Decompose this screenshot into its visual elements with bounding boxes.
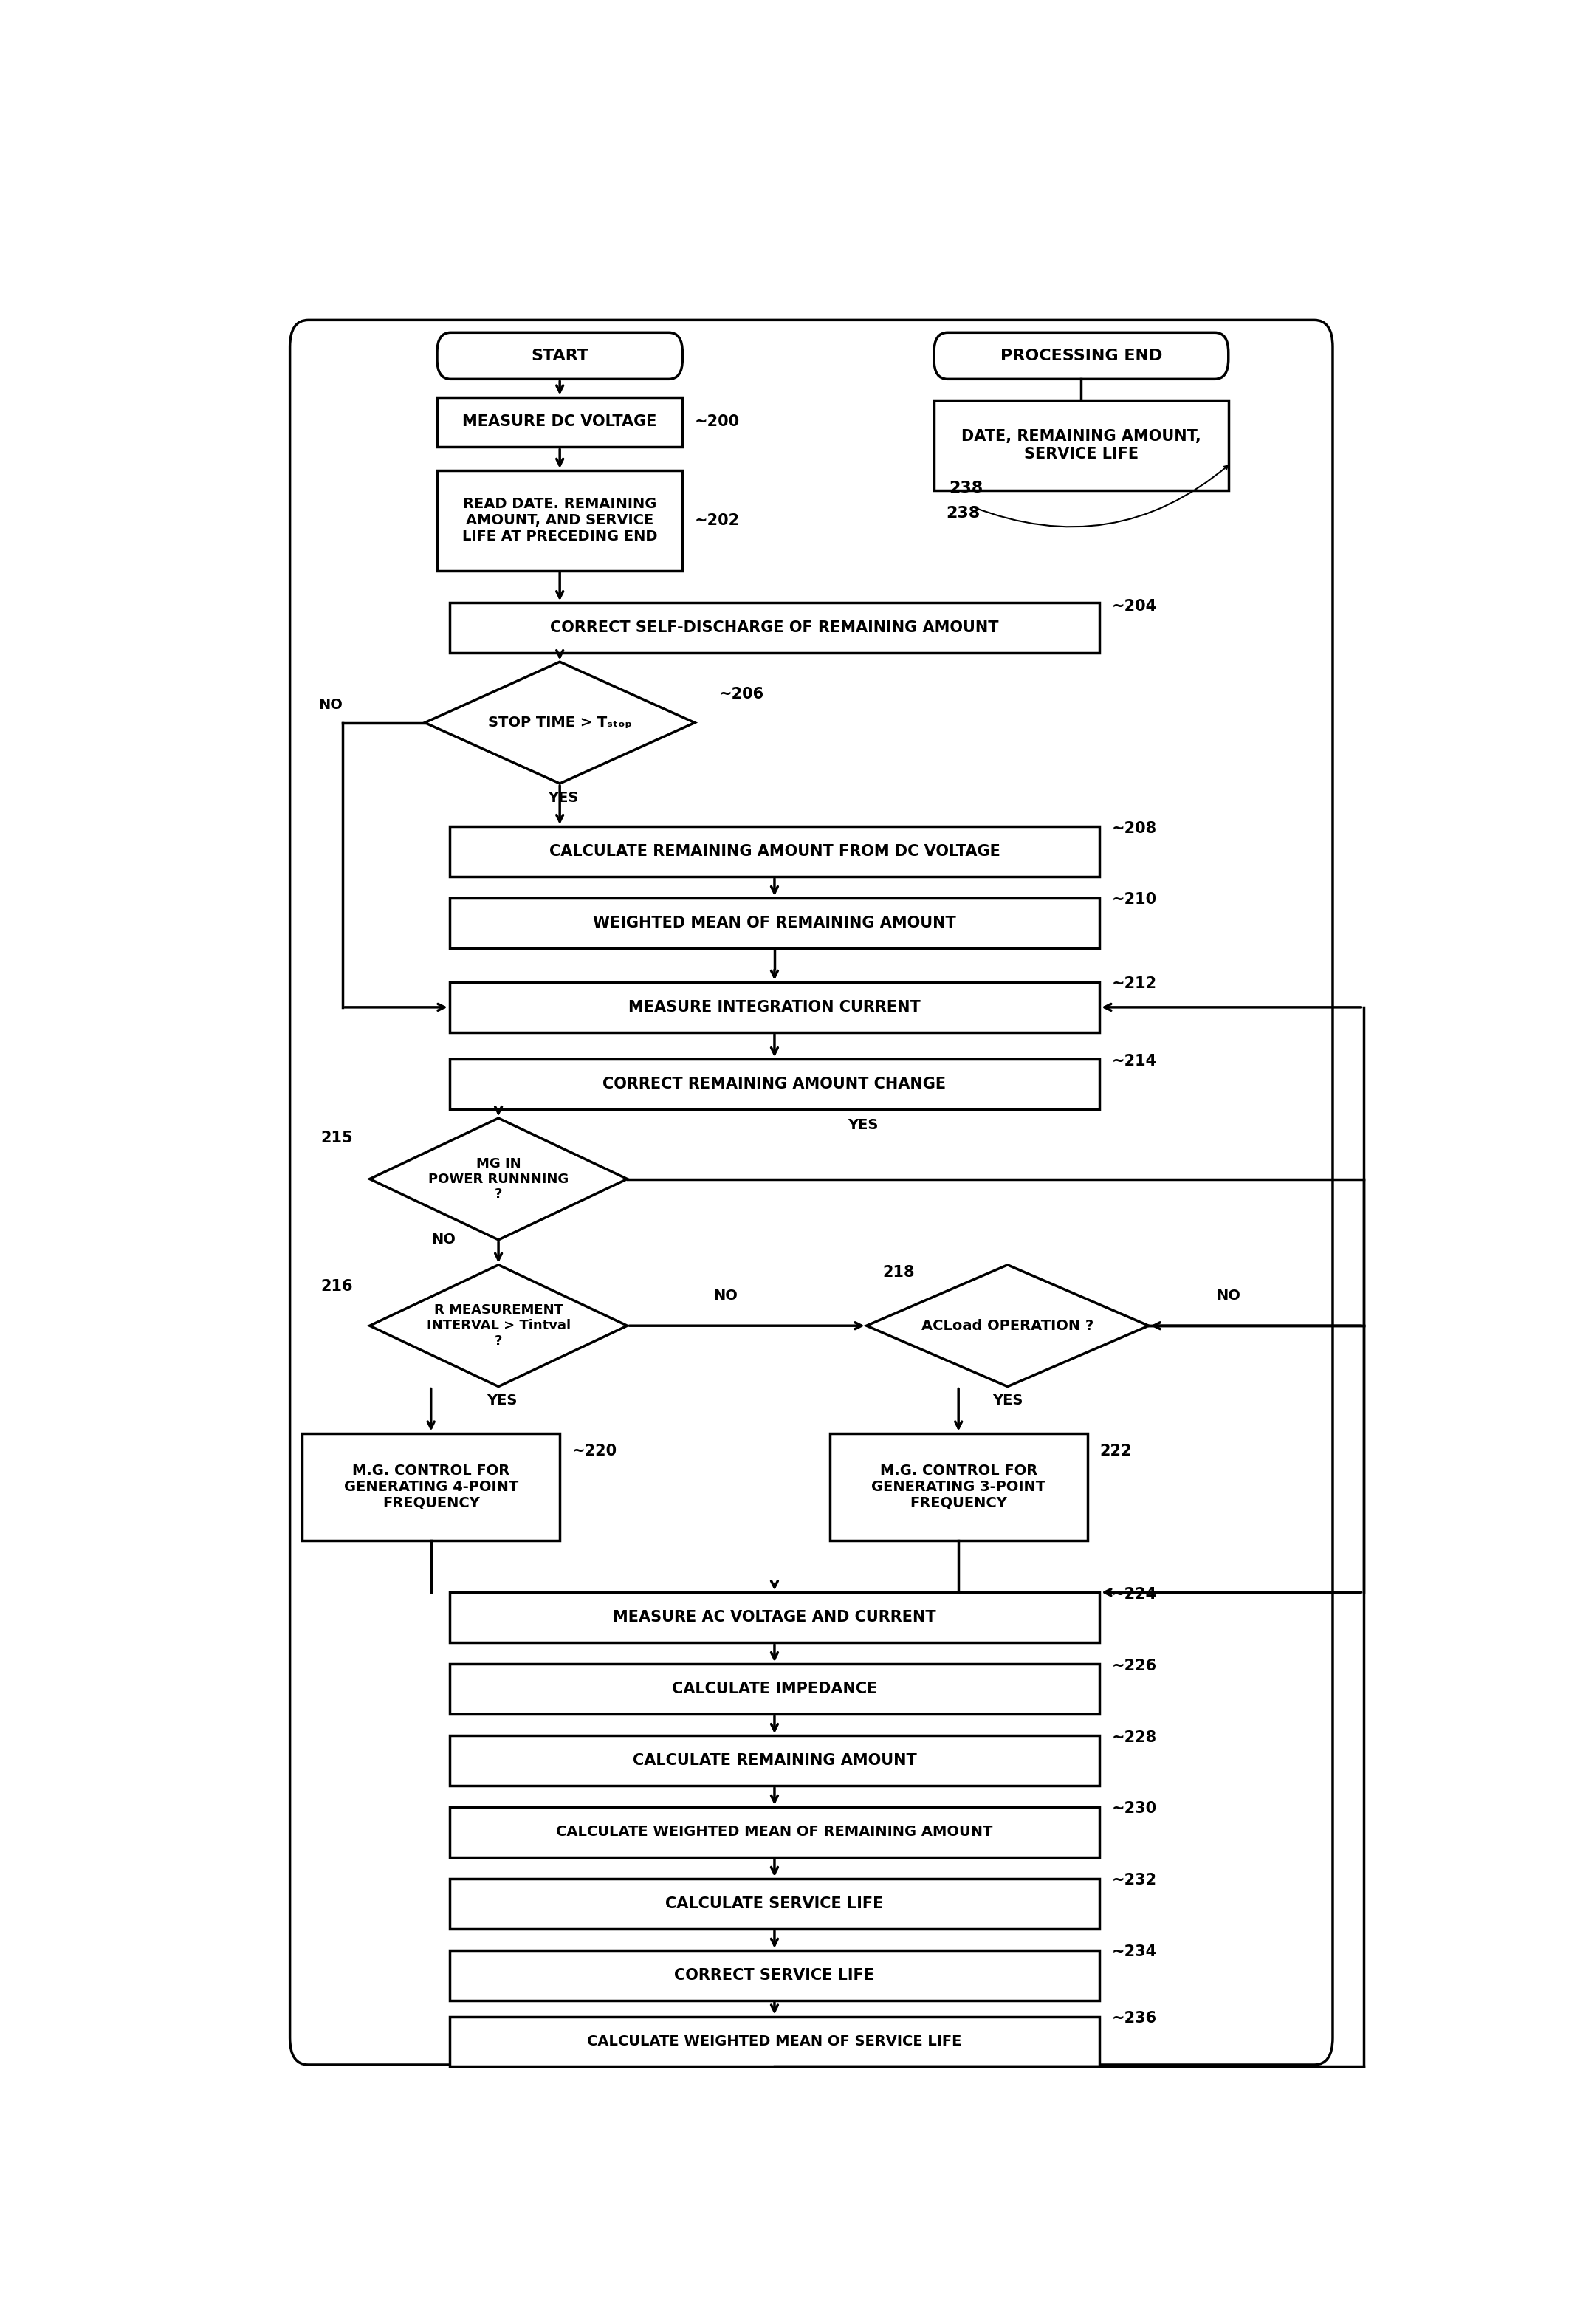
FancyBboxPatch shape [437, 332, 682, 379]
Text: ~208: ~208 [1111, 820, 1157, 837]
Text: M.G. CONTROL FOR
GENERATING 4-POINT
FREQUENCY: M.G. CONTROL FOR GENERATING 4-POINT FREQ… [344, 1464, 518, 1511]
Bar [450, 1060, 1100, 1109]
Text: ~220: ~220 [571, 1443, 617, 1459]
Text: MEASURE DC VOLTAGE: MEASURE DC VOLTAGE [462, 414, 657, 430]
Text: ~212: ~212 [1111, 976, 1157, 992]
Text: YES: YES [848, 1118, 879, 1132]
Bar [450, 1664, 1100, 1715]
Bar [450, 602, 1100, 653]
Text: 216: 216 [320, 1278, 353, 1294]
Text: ~228: ~228 [1111, 1729, 1157, 1745]
Text: ~224: ~224 [1111, 1587, 1157, 1601]
Text: ~210: ~210 [1111, 892, 1157, 906]
Text: CALCULATE REMAINING AMOUNT FROM DC VOLTAGE: CALCULATE REMAINING AMOUNT FROM DC VOLTA… [549, 844, 1000, 860]
Text: R MEASUREMENT
INTERVAL > Tintval
?: R MEASUREMENT INTERVAL > Tintval ? [426, 1304, 570, 1348]
Text: ~206: ~206 [719, 686, 765, 702]
Text: NO: NO [431, 1232, 456, 1248]
Bar [437, 469, 682, 572]
Text: ~202: ~202 [695, 514, 739, 528]
Text: YES: YES [488, 1394, 518, 1408]
Text: ~236: ~236 [1111, 2010, 1157, 2027]
Bar [437, 397, 682, 446]
Text: YES: YES [993, 1394, 1023, 1408]
Text: ~226: ~226 [1111, 1659, 1157, 1673]
Text: 218: 218 [882, 1264, 915, 1281]
Bar [450, 827, 1100, 876]
Bar [934, 400, 1228, 490]
Text: ~200: ~200 [695, 414, 739, 430]
Text: 222: 222 [1100, 1443, 1132, 1459]
Text: CALCULATE WEIGHTED MEAN OF SERVICE LIFE: CALCULATE WEIGHTED MEAN OF SERVICE LIFE [587, 2034, 962, 2047]
Text: 238: 238 [948, 481, 983, 495]
Text: CORRECT SELF-DISCHARGE OF REMAINING AMOUNT: CORRECT SELF-DISCHARGE OF REMAINING AMOU… [551, 621, 999, 634]
Bar [450, 1878, 1100, 1929]
Bar [450, 897, 1100, 948]
Text: NO: NO [714, 1287, 738, 1301]
Bar [450, 2017, 1100, 2066]
Text: READ DATE. REMAINING
AMOUNT, AND SERVICE
LIFE AT PRECEDING END: READ DATE. REMAINING AMOUNT, AND SERVICE… [462, 497, 657, 544]
Text: MEASURE INTEGRATION CURRENT: MEASURE INTEGRATION CURRENT [628, 999, 921, 1016]
Text: STOP TIME > Tₛₜₒₚ: STOP TIME > Tₛₜₒₚ [488, 716, 632, 730]
Bar [302, 1434, 560, 1541]
Text: ~234: ~234 [1111, 1945, 1157, 1959]
FancyBboxPatch shape [934, 332, 1228, 379]
Text: MG IN
POWER RUNNNING
?: MG IN POWER RUNNNING ? [429, 1157, 568, 1202]
Text: M.G. CONTROL FOR
GENERATING 3-POINT
FREQUENCY: M.G. CONTROL FOR GENERATING 3-POINT FREQ… [871, 1464, 1046, 1511]
Bar [450, 1736, 1100, 1785]
Text: CORRECT REMAINING AMOUNT CHANGE: CORRECT REMAINING AMOUNT CHANGE [603, 1076, 947, 1092]
Bar [829, 1434, 1088, 1541]
Polygon shape [370, 1118, 627, 1239]
Text: 238: 238 [947, 507, 980, 521]
Bar [450, 1950, 1100, 2001]
Text: PROCESSING END: PROCESSING END [1000, 349, 1162, 363]
Text: ~230: ~230 [1111, 1801, 1157, 1817]
Text: START: START [530, 349, 589, 363]
Polygon shape [866, 1264, 1149, 1387]
Text: ACLoad OPERATION ?: ACLoad OPERATION ? [921, 1318, 1094, 1332]
Text: CORRECT SERVICE LIFE: CORRECT SERVICE LIFE [674, 1968, 874, 1982]
Bar [450, 983, 1100, 1032]
Text: YES: YES [548, 790, 579, 804]
Text: 215: 215 [320, 1129, 353, 1146]
Polygon shape [370, 1264, 627, 1387]
Text: CALCULATE IMPEDANCE: CALCULATE IMPEDANCE [671, 1683, 877, 1697]
Text: NO: NO [1216, 1287, 1241, 1301]
Bar [450, 1808, 1100, 1857]
Polygon shape [424, 662, 695, 783]
Text: ~214: ~214 [1111, 1053, 1157, 1069]
Text: MEASURE AC VOLTAGE AND CURRENT: MEASURE AC VOLTAGE AND CURRENT [613, 1611, 936, 1624]
Text: DATE, REMAINING AMOUNT,
SERVICE LIFE: DATE, REMAINING AMOUNT, SERVICE LIFE [961, 430, 1201, 460]
Text: NO: NO [318, 697, 342, 711]
Text: CALCULATE SERVICE LIFE: CALCULATE SERVICE LIFE [665, 1896, 883, 1910]
Bar [450, 1592, 1100, 1643]
Text: CALCULATE REMAINING AMOUNT: CALCULATE REMAINING AMOUNT [633, 1752, 917, 1769]
Text: ~232: ~232 [1111, 1873, 1157, 1887]
Text: WEIGHTED MEAN OF REMAINING AMOUNT: WEIGHTED MEAN OF REMAINING AMOUNT [594, 916, 956, 930]
Text: ~204: ~204 [1111, 600, 1157, 614]
Text: CALCULATE WEIGHTED MEAN OF REMAINING AMOUNT: CALCULATE WEIGHTED MEAN OF REMAINING AMO… [556, 1824, 993, 1838]
